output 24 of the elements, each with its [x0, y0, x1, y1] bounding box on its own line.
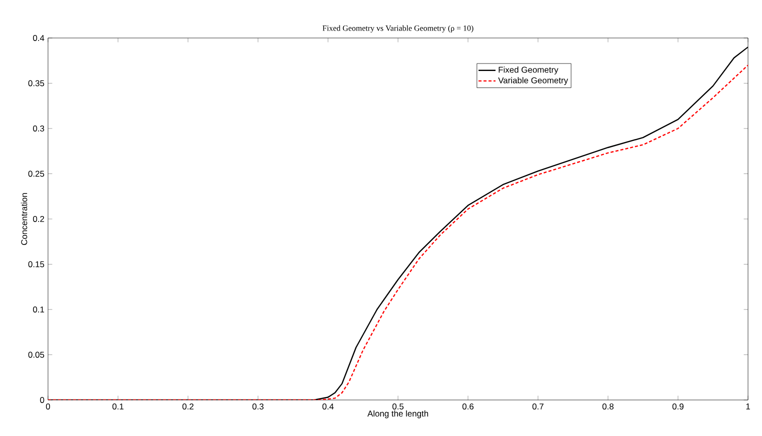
x-tick-label: 0.6: [462, 404, 474, 410]
y-tick-label: 0.35: [28, 80, 44, 86]
y-axis-title: Concentration: [20, 193, 28, 245]
x-tick-label: 0.3: [252, 404, 264, 410]
legend-label: Fixed Geometry: [498, 66, 558, 74]
y-tick-label: 0.1: [33, 306, 44, 312]
x-tick-label: 1: [746, 404, 750, 410]
legend-label: Variable Geometry: [498, 77, 568, 86]
y-tick-label: 0.3: [33, 125, 44, 132]
x-tick-label: 0.1: [112, 404, 124, 410]
y-tick-label: 0.15: [28, 261, 44, 268]
x-tick-label: 0.8: [602, 404, 614, 410]
y-tick-label: 0.4: [33, 34, 44, 41]
x-tick-label: 0.4: [322, 404, 334, 410]
y-tick-label: 0.05: [28, 352, 44, 358]
x-tick-label: 0.9: [672, 404, 684, 410]
x-tick-label: 0.7: [532, 404, 544, 410]
x-tick-label: 0.2: [182, 404, 194, 410]
y-tick-label: 0.25: [28, 170, 44, 177]
y-tick-label: 0.2: [33, 216, 44, 222]
x-axis-title: Along the length: [367, 410, 428, 418]
x-tick-label: 0.5: [392, 404, 404, 410]
y-tick-label: 0: [40, 396, 44, 403]
x-tick-label: 0: [46, 404, 50, 410]
